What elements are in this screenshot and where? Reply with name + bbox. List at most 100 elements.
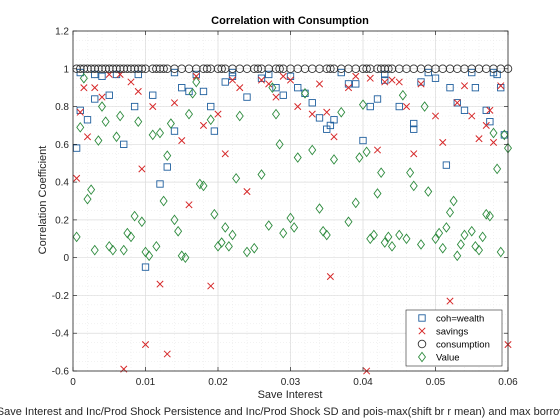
data-point-coh-wealth — [395, 102, 403, 111]
data-point-value — [116, 110, 125, 122]
data-point-coh-wealth — [228, 68, 237, 77]
data-point-value — [83, 193, 92, 205]
data-point-savings — [207, 282, 215, 290]
data-point-value — [373, 188, 382, 199]
data-point-value — [268, 82, 277, 94]
data-point-value — [438, 242, 447, 254]
legend-marker-value — [417, 351, 427, 363]
data-point-value — [112, 131, 121, 143]
y-tick-label: 1.2 — [55, 27, 69, 38]
data-point-savings — [98, 93, 106, 101]
data-point-value — [474, 244, 484, 256]
data-point-savings — [294, 103, 302, 111]
data-point-savings — [91, 84, 99, 92]
data-point-value — [449, 195, 458, 207]
data-point-value — [460, 229, 469, 241]
data-point-savings — [330, 133, 338, 141]
data-point-savings — [381, 78, 389, 86]
x-axis-label: Save Interest — [258, 389, 323, 401]
data-point-coh-wealth — [442, 161, 451, 169]
data-point-value — [264, 220, 273, 231]
data-point-savings — [446, 297, 454, 305]
data-point-savings — [308, 110, 316, 118]
data-point-coh-wealth — [130, 102, 139, 111]
legend-box — [405, 309, 503, 367]
data-point-value — [398, 89, 407, 101]
data-point-coh-wealth — [468, 68, 476, 77]
data-point-coh-wealth — [431, 74, 440, 82]
x-tick-label: 0.01 — [136, 377, 156, 388]
data-point-value — [387, 240, 397, 252]
data-point-value — [362, 146, 371, 158]
data-point-value — [355, 152, 364, 163]
data-point-value — [163, 150, 172, 162]
data-point-coh-wealth — [72, 144, 81, 152]
data-point-value — [496, 246, 505, 258]
data-point-value — [137, 216, 146, 228]
y-tick-label: -0.4 — [52, 329, 70, 340]
data-point-savings — [402, 103, 411, 111]
data-point-value — [257, 169, 266, 180]
data-point-coh-wealth — [210, 127, 219, 135]
data-point-value — [105, 240, 114, 252]
series-coh-wealth — [72, 68, 509, 271]
data-point-value — [123, 227, 132, 239]
data-point-savings — [286, 76, 295, 84]
data-point-savings — [141, 341, 150, 349]
y-tick-label: 0 — [63, 253, 69, 264]
data-point-coh-wealth — [489, 68, 498, 77]
y-tick-label: 1 — [63, 64, 69, 75]
series-consumption — [72, 64, 513, 74]
data-point-savings — [257, 76, 266, 84]
legend-label-consumption: consumption — [436, 340, 490, 351]
data-point-coh-wealth — [424, 68, 432, 77]
data-point-value — [395, 229, 404, 241]
data-point-savings — [199, 121, 208, 129]
data-point-coh-wealth — [410, 119, 418, 128]
data-point-savings — [163, 350, 171, 358]
data-point-value — [90, 244, 99, 256]
data-point-value — [141, 246, 150, 258]
data-point-consumption — [275, 64, 284, 74]
data-point-coh-wealth — [199, 87, 208, 96]
data-point-value — [485, 210, 494, 222]
data-point-consumption — [384, 64, 393, 74]
data-point-savings — [185, 201, 193, 209]
data-point-coh-wealth — [156, 180, 164, 188]
data-point-value — [199, 180, 208, 192]
data-point-consumption — [253, 64, 263, 74]
data-point-value — [94, 135, 103, 146]
data-point-consumption — [202, 64, 212, 74]
legend: coh=wealth savings consumption Value — [405, 309, 503, 367]
data-point-consumption — [217, 64, 226, 74]
data-point-value — [148, 129, 157, 141]
data-point-savings — [431, 112, 440, 120]
data-point-savings — [344, 84, 353, 92]
data-point-value — [221, 222, 230, 233]
data-point-value — [119, 244, 128, 256]
data-point-value — [217, 237, 226, 248]
data-point-coh-wealth — [149, 91, 157, 99]
data-point-value — [489, 127, 498, 139]
data-point-value — [181, 252, 190, 264]
data-point-coh-wealth — [76, 106, 84, 114]
data-point-coh-wealth — [486, 118, 494, 126]
data-point-savings — [83, 133, 92, 141]
data-point-savings — [315, 80, 324, 88]
y-tick-label: 0.8 — [55, 102, 69, 113]
data-point-value — [134, 116, 143, 128]
data-point-value — [145, 250, 154, 262]
data-point-value — [300, 87, 310, 99]
data-point-value — [445, 206, 455, 218]
y-axis-label: Correlation Coefficient — [37, 146, 49, 255]
data-point-value — [166, 118, 175, 129]
data-point-value — [322, 229, 331, 241]
data-point-coh-wealth — [279, 91, 287, 99]
data-point-value — [159, 195, 168, 207]
data-point-coh-wealth — [141, 263, 150, 271]
data-point-coh-wealth — [207, 102, 215, 111]
data-point-value — [170, 214, 179, 226]
data-point-value — [76, 121, 85, 133]
data-point-value — [456, 239, 465, 250]
data-point-value — [126, 231, 136, 243]
